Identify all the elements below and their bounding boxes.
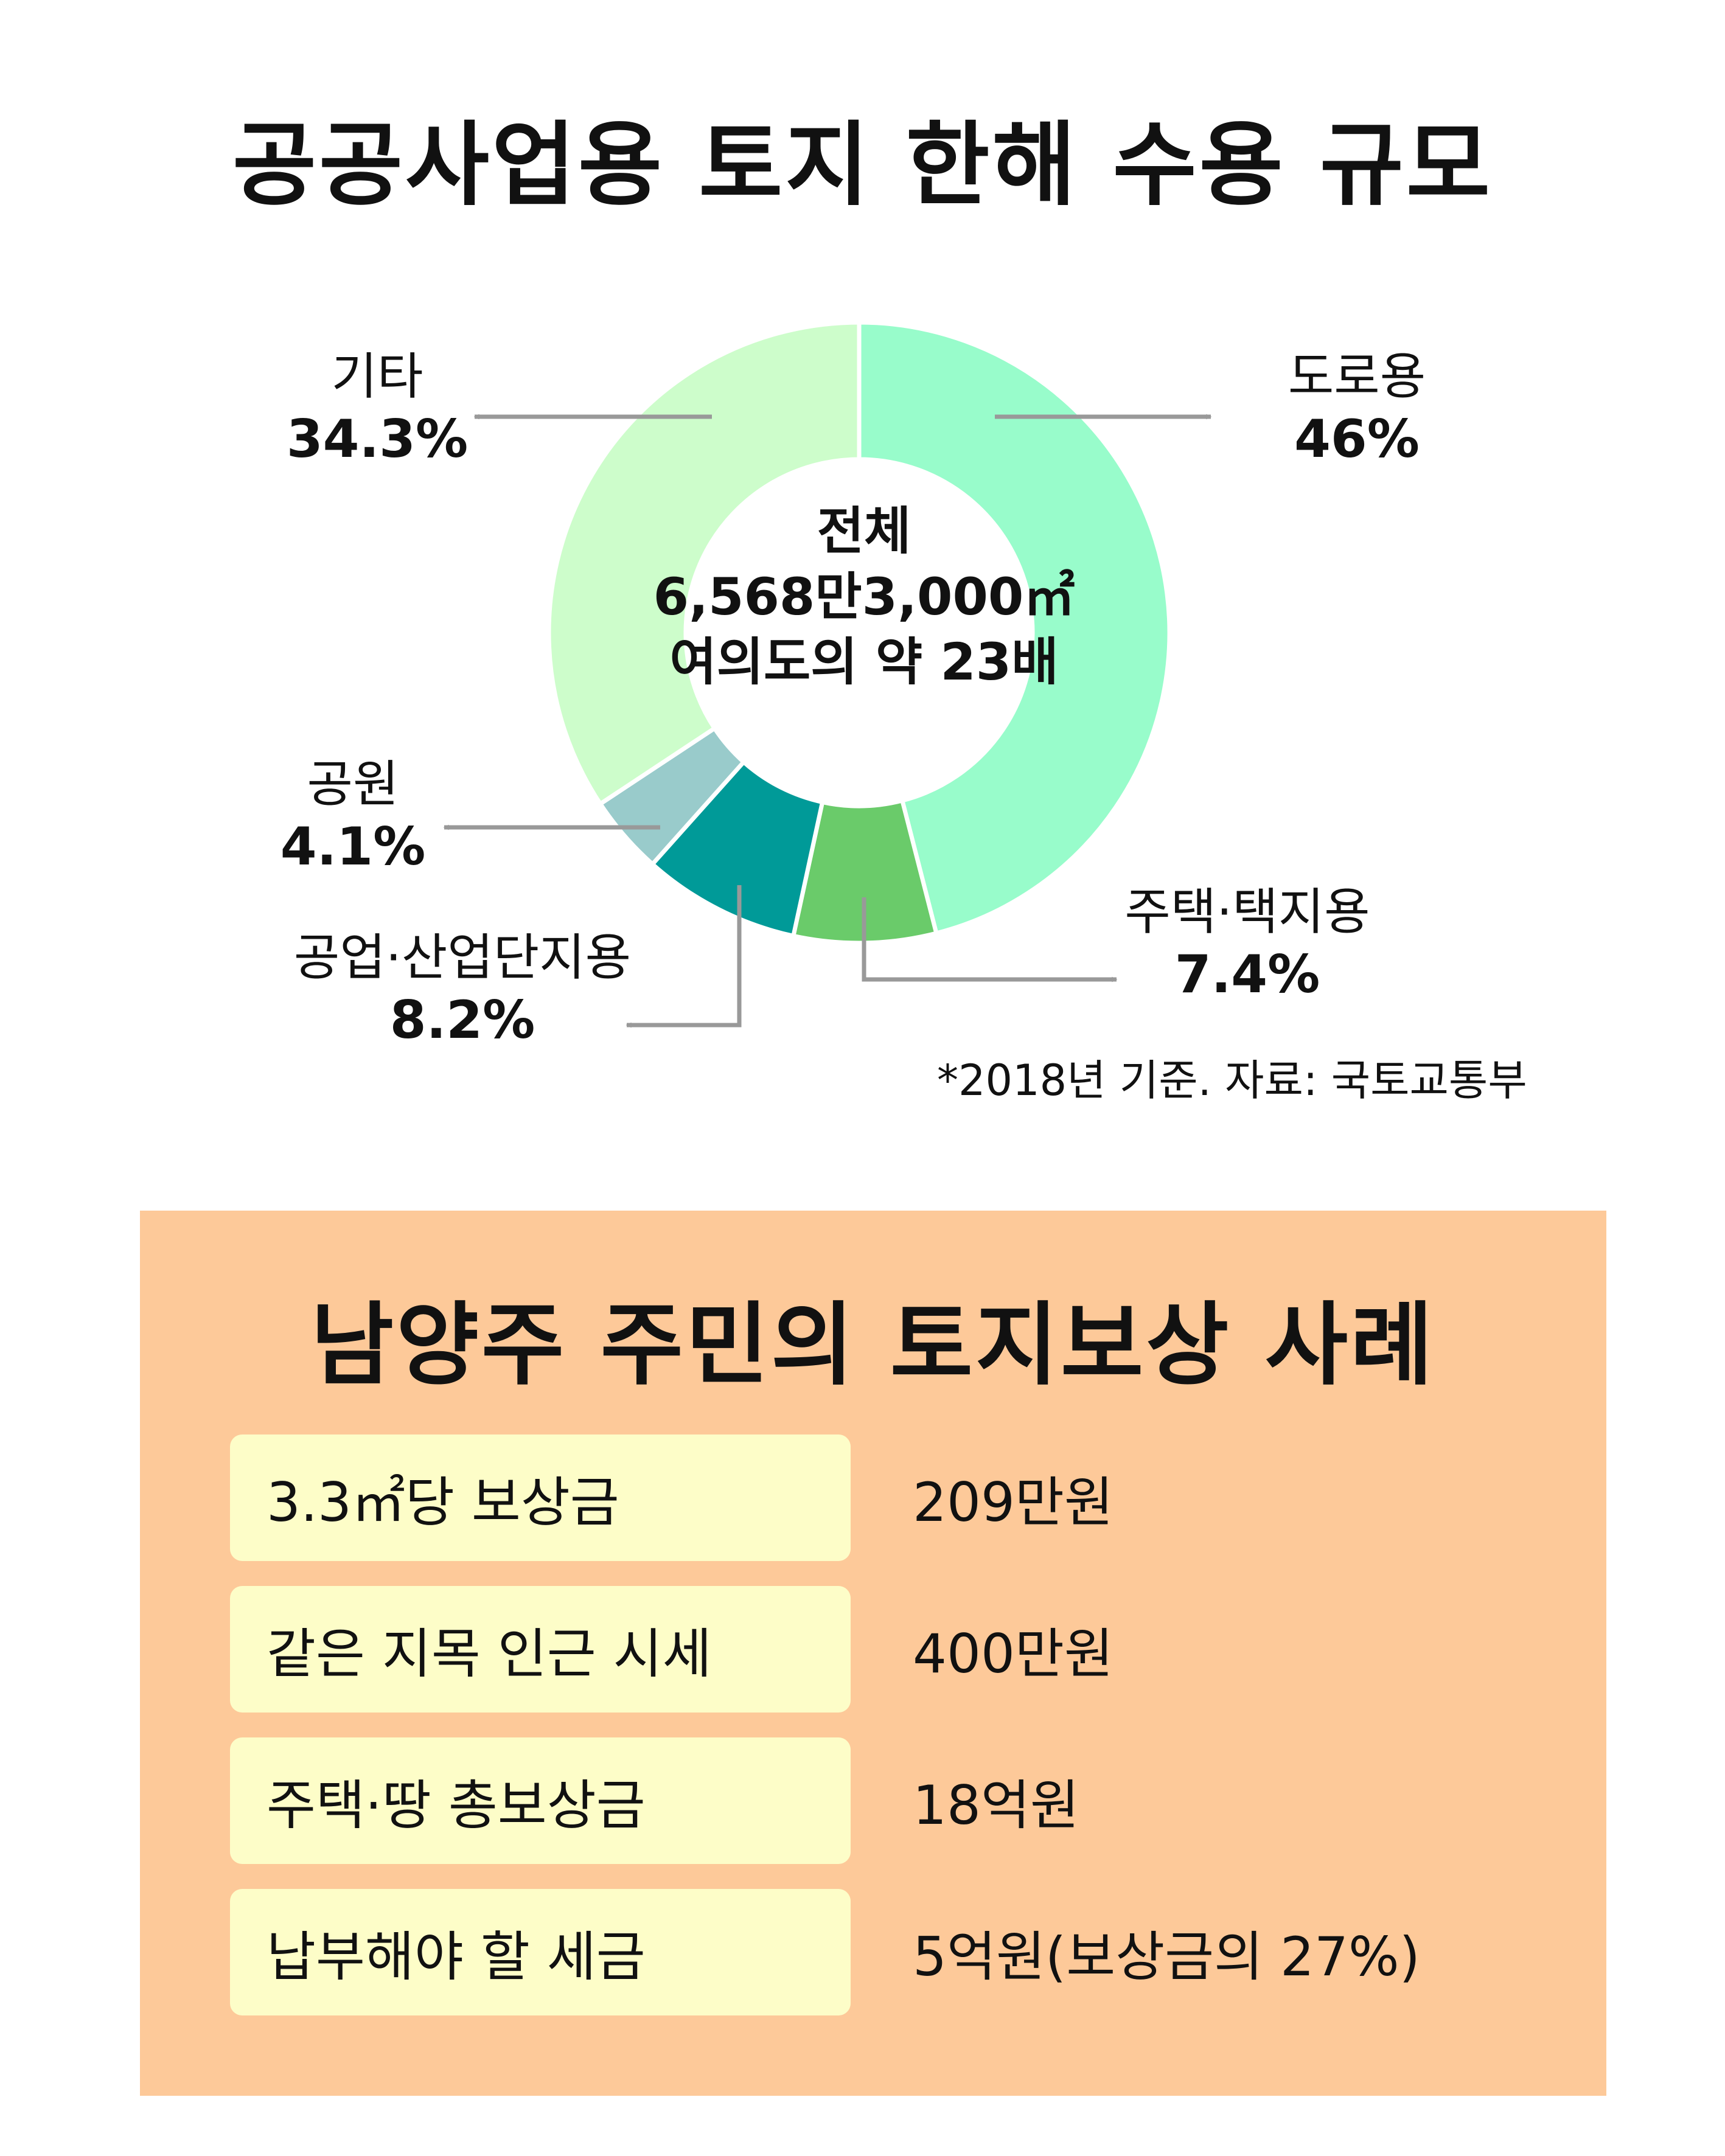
- slice-name: 기타: [331, 348, 423, 406]
- source-note: *2018년 기준. 자료: 국토교통부: [937, 1055, 1527, 1105]
- row-label-tax: 납부해야 할 세금: [230, 1889, 851, 2015]
- chart-title: 공공사업용 토지 한해 수용 규모: [232, 113, 1493, 218]
- slice-value: 7.4%: [1174, 944, 1320, 1006]
- leader-arrow-housing: [862, 897, 1118, 982]
- slice-label-housing: 주택·택지용 7.4%: [1059, 882, 1436, 1007]
- center-comparison: 여의도의 약 23배: [669, 632, 1059, 692]
- row-value-compensation-per-pyeong: 209만원: [913, 1470, 1113, 1534]
- leader-arrow-industrial: [626, 885, 742, 1028]
- donut-chart: [443, 320, 1212, 1028]
- compensation-panel: 남양주 주민의 토지보상 사례 3.3㎡당 보상금 209만원 같은 지목 인근…: [140, 1211, 1606, 2096]
- slice-value: 34.3%: [286, 409, 469, 470]
- slice-road: [857, 320, 1172, 936]
- slice-name: 공원: [307, 756, 399, 813]
- row-label-compensation-per-pyeong: 3.3㎡당 보상금: [230, 1434, 851, 1561]
- slice-value: 4.1%: [280, 816, 426, 878]
- donut-center-text: 전체 6,568만3,000㎡ 여의도의 약 23배: [633, 499, 1095, 695]
- row-value-tax: 5억원(보상금의 27%): [913, 1925, 1420, 1988]
- slice-label-road: 도로용 46%: [1235, 347, 1479, 471]
- panel-title: 남양주 주민의 토지보상 사례: [310, 1293, 1436, 1397]
- center-total: 6,568만3,000㎡: [653, 566, 1075, 627]
- row-value-market-price: 400만원: [913, 1622, 1113, 1685]
- row-label-market-price: 같은 지목 인근 시세: [230, 1586, 851, 1713]
- slice-label-other: 기타 34.3%: [256, 347, 499, 471]
- row-value-total-compensation: 18억원: [913, 1773, 1079, 1837]
- center-heading: 전체: [817, 501, 911, 561]
- slice-other: [546, 320, 862, 807]
- row-label-total-compensation: 주택·땅 총보상금: [230, 1737, 851, 1864]
- slice-value: 46%: [1294, 409, 1420, 470]
- slice-value: 8.2%: [389, 990, 535, 1051]
- slice-label-industrial: 공업·산업단지용 8.2%: [231, 928, 694, 1052]
- slice-name: 도로용: [1288, 348, 1426, 406]
- slice-name: 공업·산업단지용: [293, 929, 632, 987]
- slice-name: 주택·택지용: [1124, 883, 1370, 941]
- slice-label-park: 공원 4.1%: [243, 754, 462, 879]
